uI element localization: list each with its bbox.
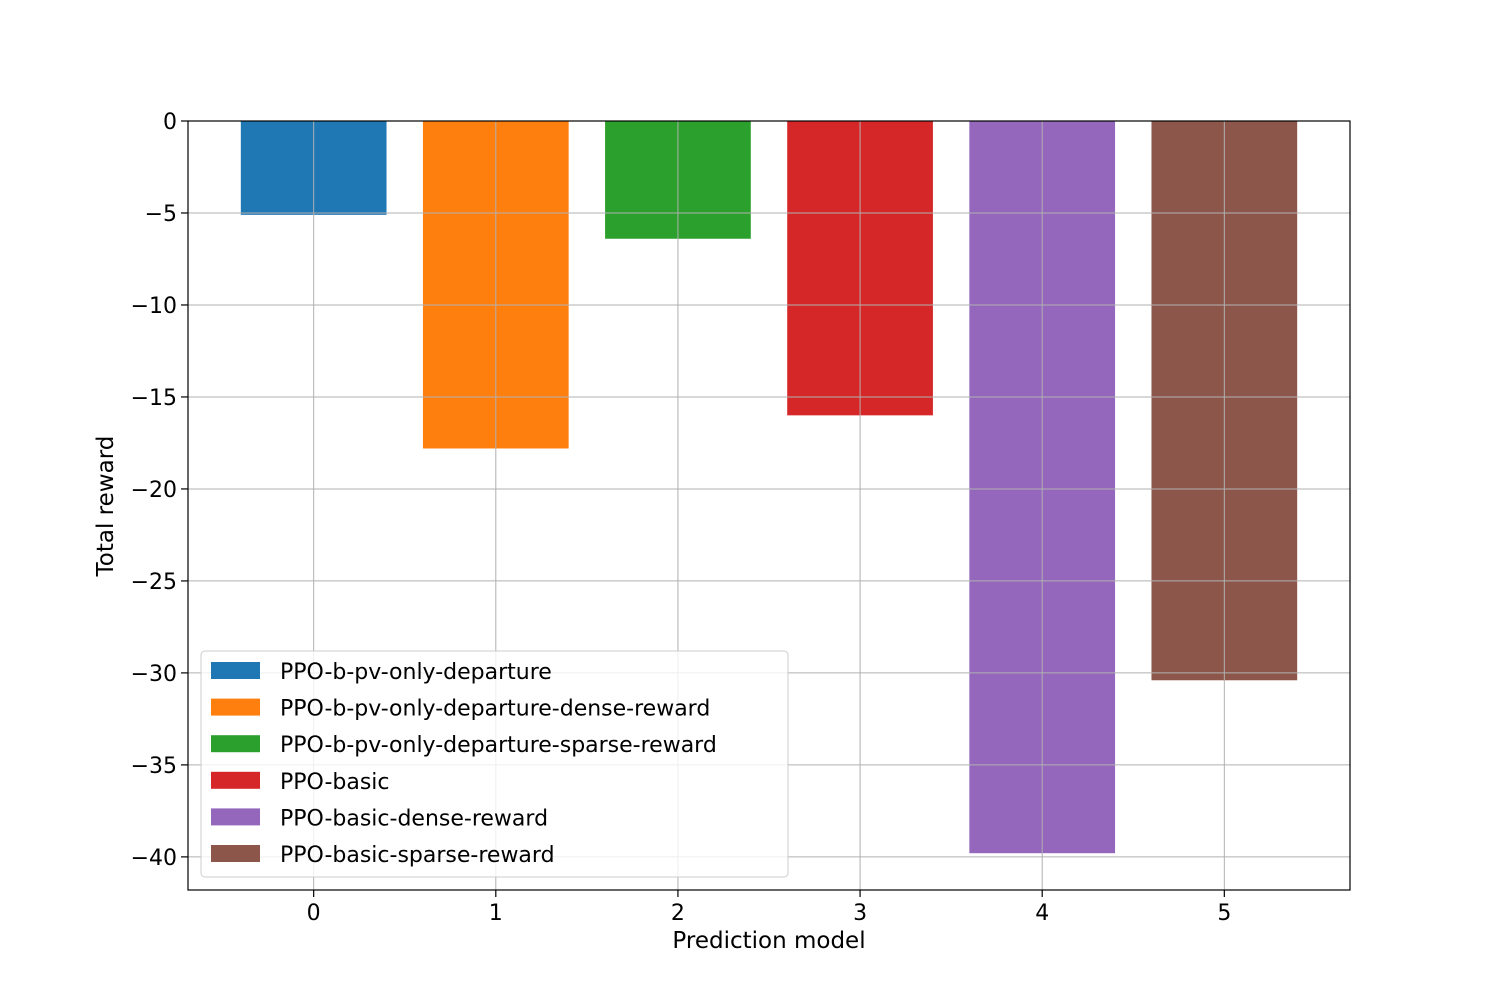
y-tick-label-7: −35 xyxy=(131,754,177,779)
x-axis-label: Prediction model xyxy=(672,928,865,954)
y-tick-label-3: −15 xyxy=(131,386,177,411)
y-tick-label-0: 0 xyxy=(163,110,177,135)
legend-swatch-3 xyxy=(211,771,260,789)
x-tick-label-5: 5 xyxy=(1217,901,1231,926)
legend-entries: PPO-b-pv-only-departure PPO-b-pv-only-dep… xyxy=(211,660,717,868)
x-tick-label-3: 3 xyxy=(853,901,867,926)
axis-ticks: 0 1 2 3 4 5 0 −5 −10 −15 −20 −25 −30 −35 −40 xyxy=(131,110,1232,926)
y-tick-label-2: −10 xyxy=(131,294,177,319)
legend-label-1: PPO-b-pv-only-departure-dense-reward xyxy=(280,697,710,722)
plot-frame xyxy=(187,120,1351,891)
y-axis-label: Total reward xyxy=(93,436,119,578)
y-tick-label-1: −5 xyxy=(145,202,177,227)
legend-label-3: PPO-basic xyxy=(280,770,390,795)
legend-label-2: PPO-b-pv-only-departure-sparse-reward xyxy=(280,733,717,758)
y-tick-label-4: −20 xyxy=(131,478,177,503)
legend-swatch-0 xyxy=(211,662,260,679)
x-tick-label-4: 4 xyxy=(1035,901,1049,926)
legend-swatch-2 xyxy=(211,735,260,753)
x-tick-label-0: 0 xyxy=(307,901,321,926)
legend: PPO-b-pv-only-departure PPO-b-pv-only-dep… xyxy=(200,650,789,878)
legend-label-4: PPO-basic-dense-reward xyxy=(280,806,548,831)
x-tick-label-1: 1 xyxy=(489,901,503,926)
legend-swatch-1 xyxy=(211,698,260,716)
legend-swatch-4 xyxy=(211,808,260,826)
legend-label-5: PPO-basic-sparse-reward xyxy=(280,843,555,868)
legend-swatch-5 xyxy=(211,845,260,862)
legend-frame xyxy=(200,650,789,878)
y-tick-label-8: −40 xyxy=(131,846,177,871)
y-tick-label-5: −25 xyxy=(131,570,177,595)
x-tick-label-2: 2 xyxy=(671,901,685,926)
y-tick-label-6: −30 xyxy=(131,662,177,687)
legend-label-0: PPO-b-pv-only-departure xyxy=(280,660,552,685)
